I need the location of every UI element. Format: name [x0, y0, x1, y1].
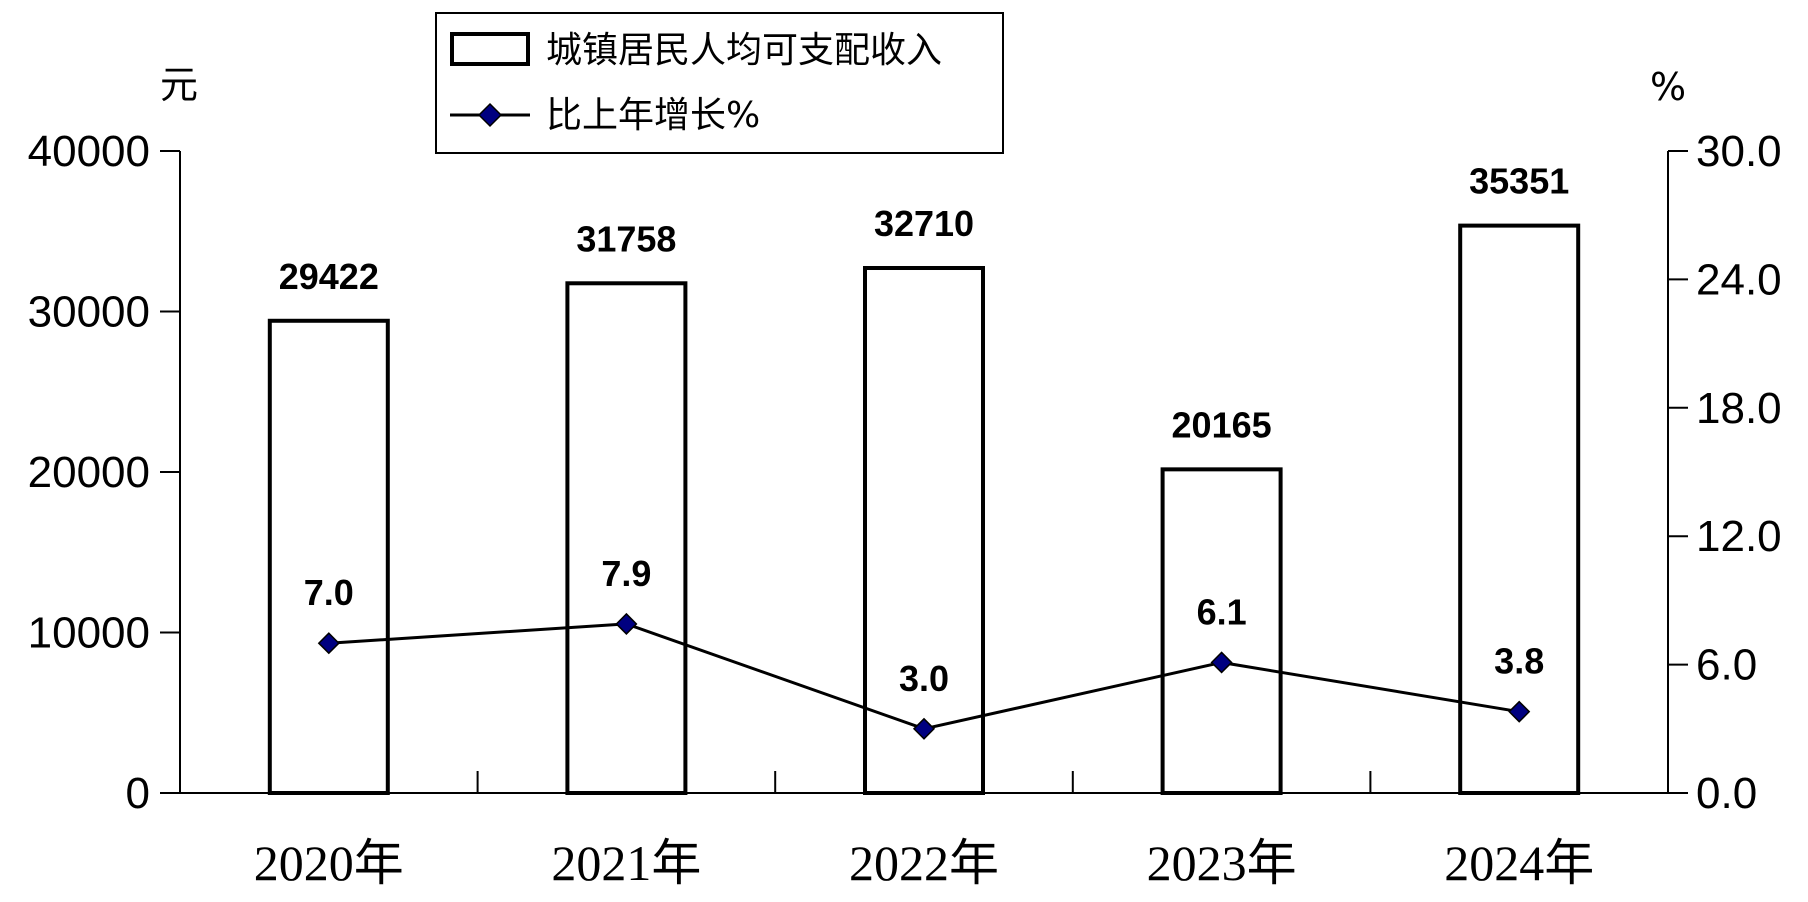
left-axis-unit: 元	[160, 63, 198, 107]
growth-point-marker	[615, 612, 638, 636]
axes: 40000 30000 20000 10000 0 30.0 24.0 18.0 12.0 6.…	[28, 127, 1782, 818]
legend-item-bar: 城镇居民人均可支配收入	[546, 30, 942, 71]
growth-point-marker	[912, 717, 936, 740]
category-label: 2023年	[1147, 835, 1297, 891]
right-tick-label: 0.0	[1696, 769, 1757, 818]
growth-value-label: 3.8	[1494, 641, 1544, 682]
right-tick-label: 24.0	[1696, 255, 1782, 304]
income-bar-value-label: 32710	[874, 203, 974, 244]
category-label: 2022年	[849, 835, 999, 891]
right-axis-ticks: 30.0 24.0 18.0 12.0 6.0 0.0	[1668, 127, 1782, 818]
left-axis-ticks: 40000 30000 20000 10000 0	[28, 127, 180, 818]
income-bar-value-label: 31758	[576, 218, 676, 259]
income-bar-value-label: 35351	[1469, 161, 1569, 202]
x-axis-ticks	[476, 771, 1372, 793]
category-label: 2024年	[1444, 835, 1594, 891]
right-tick-label: 6.0	[1696, 641, 1757, 690]
legend-box	[435, 12, 1004, 154]
growth-value-label: 7.9	[601, 553, 651, 594]
income-bar	[565, 281, 688, 795]
bars: 29422 31758 32710 20165 35351	[267, 161, 1581, 795]
income-bar	[863, 266, 985, 795]
growth-point-marker	[1508, 700, 1531, 723]
growth-line-series: 7.0 7.9 3.0 6.1 3.8	[304, 553, 1544, 740]
left-tick-label: 20000	[28, 448, 150, 497]
income-bar-value-label: 29422	[279, 256, 379, 297]
growth-value-label: 3.0	[899, 658, 949, 699]
left-tick-label: 40000	[28, 127, 150, 176]
right-tick-label: 18.0	[1696, 384, 1782, 433]
left-tick-label: 0	[126, 769, 150, 818]
growth-point-marker	[1210, 651, 1233, 674]
legend-item-line: 比上年增长%	[546, 95, 760, 136]
income-bar	[1458, 223, 1581, 795]
growth-value-label: 7.0	[304, 572, 354, 613]
right-tick-label: 12.0	[1696, 512, 1782, 561]
income-bar	[267, 318, 390, 795]
legend-diamond-marker-icon	[477, 102, 503, 128]
right-tick-label: 30.0	[1696, 127, 1782, 176]
right-axis-unit: %	[1650, 65, 1686, 109]
legend-bar-swatch	[450, 32, 530, 66]
legend: 城镇居民人均可支配收入 比上年增长%	[435, 12, 1004, 154]
income-bar	[1160, 467, 1283, 795]
growth-point-marker	[317, 632, 340, 655]
income-bar-value-label: 20165	[1172, 404, 1272, 445]
left-tick-label: 30000	[28, 288, 150, 337]
category-label: 2021年	[551, 835, 701, 891]
category-labels: 2020年 2021年 2022年 2023年 2024年	[254, 835, 1594, 891]
left-tick-label: 10000	[28, 609, 150, 658]
growth-value-label: 6.1	[1197, 591, 1247, 632]
category-label: 2020年	[254, 835, 404, 891]
